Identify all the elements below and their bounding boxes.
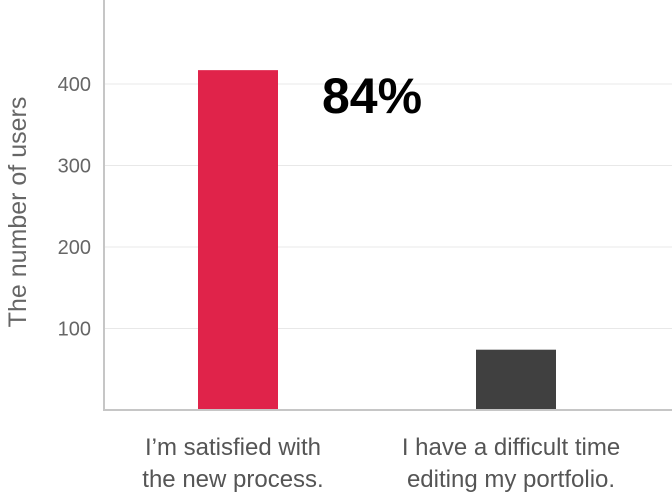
category-label: I have a difficult time <box>402 434 620 461</box>
category-label: the new process. <box>142 466 323 493</box>
percentage-annotation: 84% <box>322 68 422 124</box>
y-tick-label: 400 <box>58 74 91 96</box>
category-label: editing my portfolio. <box>407 466 615 493</box>
y-tick-label: 200 <box>58 237 91 259</box>
bars <box>198 70 556 411</box>
y-tick-label: 100 <box>58 319 91 341</box>
bar <box>198 70 278 411</box>
category-labels: I’m satisfied with the new process. I have… <box>142 434 620 493</box>
y-tick-labels: 100 200 300 400 <box>58 74 91 341</box>
y-axis-title: The number of users <box>4 97 32 328</box>
bar <box>476 349 556 410</box>
category-label: I’m satisfied with <box>145 434 321 461</box>
y-tick-label: 300 <box>58 156 91 178</box>
